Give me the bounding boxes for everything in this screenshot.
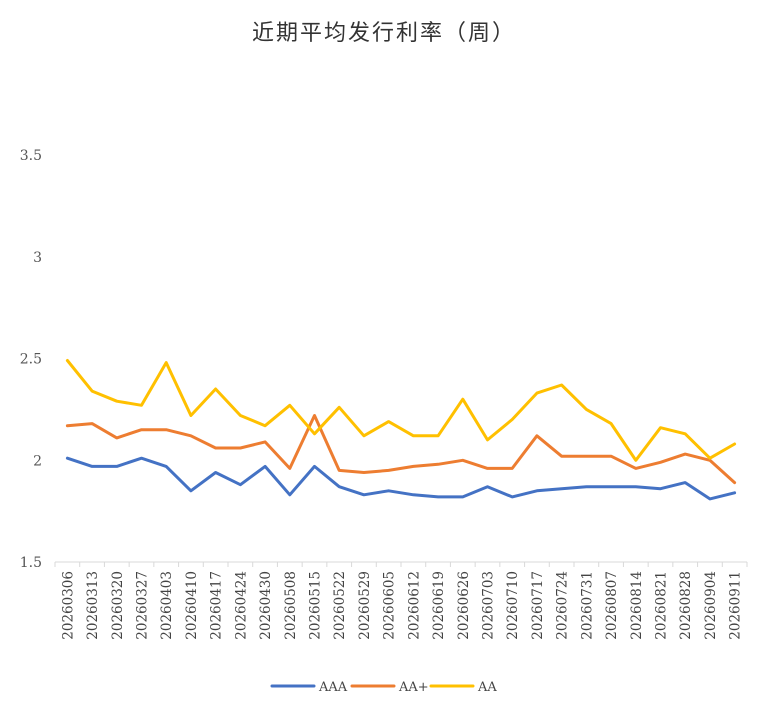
legend-label: AA — [477, 680, 497, 695]
x-tick-label: 20260626 — [456, 571, 472, 640]
y-tick-label: 3.5 — [20, 148, 42, 164]
x-tick-label: 20260911 — [728, 571, 744, 640]
x-tick-label: 20260828 — [678, 571, 694, 640]
series-line-aaa — [65, 456, 737, 501]
x-tick-label: 20260430 — [258, 571, 274, 640]
x-tick-label: 20260424 — [233, 571, 249, 640]
series-line-aa-plus — [65, 414, 737, 485]
x-tick-label: 20260717 — [530, 571, 546, 640]
x-tick-label: 20260410 — [184, 571, 200, 640]
chart-title: 近期平均发行利率（周） — [252, 21, 516, 46]
x-tick-label: 20260327 — [135, 571, 151, 640]
x-tick-label: 20260807 — [604, 571, 620, 640]
x-tick-label: 20260417 — [209, 571, 225, 640]
x-tick-label: 20260313 — [85, 571, 101, 640]
x-tick-label: 20260904 — [703, 571, 719, 640]
x-tick-label: 20260710 — [505, 571, 521, 640]
x-tick-label: 20260522 — [332, 571, 348, 640]
x-tick-label: 20260529 — [357, 571, 373, 640]
x-tick-label: 20260320 — [110, 571, 126, 640]
x-tick-label: 20260619 — [431, 571, 447, 640]
x-axis-ticks: 20260306 20260313 20260320 20260327 20260403… — [54, 562, 748, 640]
x-tick-label: 20260731 — [579, 571, 595, 640]
y-tick-label: 3 — [33, 250, 42, 266]
y-axis-ticks: 1.5 2 2.5 3 3.5 — [20, 148, 42, 571]
x-tick-label: 20260508 — [283, 571, 299, 640]
x-tick-label: 20260703 — [481, 571, 497, 640]
y-tick-label: 1.5 — [20, 555, 42, 571]
x-tick-label: 20260306 — [60, 571, 76, 640]
x-tick-label: 20260821 — [654, 571, 670, 640]
x-tick-label: 20260515 — [308, 571, 324, 640]
y-tick-label: 2 — [33, 453, 42, 469]
series-lines — [65, 359, 737, 501]
x-tick-label: 20260605 — [382, 571, 398, 640]
x-tick-label: 20260724 — [555, 571, 571, 640]
legend: AAA AA+ AA — [270, 680, 497, 695]
legend-label: AAA — [318, 680, 348, 695]
legend-label: AA+ — [398, 680, 429, 695]
y-tick-label: 2.5 — [20, 352, 42, 368]
series-line-aa — [65, 359, 737, 462]
x-tick-label: 20260814 — [629, 571, 645, 640]
x-tick-label: 20260612 — [406, 571, 422, 640]
x-tick-label: 20260403 — [159, 571, 175, 640]
